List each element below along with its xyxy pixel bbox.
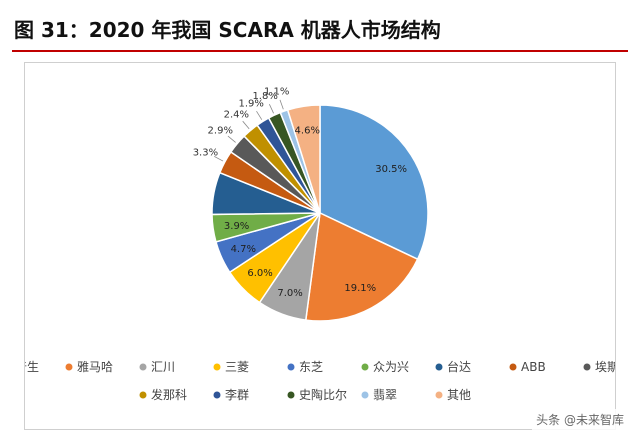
legend-label: 发那科 <box>151 387 187 402</box>
watermark: 头条 @未来智库 <box>532 409 628 430</box>
slice-value-label: 1.1% <box>264 86 289 97</box>
legend-marker <box>583 363 591 371</box>
slice-value-label: 3.3% <box>193 148 218 159</box>
legend-label: 汇川 <box>151 360 175 374</box>
slice-leader-line <box>227 135 236 143</box>
legend-label: 雅马哈 <box>77 359 113 374</box>
legend-marker <box>213 391 221 399</box>
slice-value-label: 4.7% <box>231 244 256 255</box>
pie-slice <box>319 104 429 261</box>
slice-value-label: 3.9% <box>224 221 249 232</box>
legend-label: 爱普生 <box>25 360 39 374</box>
pie-slice <box>304 211 419 322</box>
slice-value-label: 2.4% <box>224 110 249 121</box>
legend-label: 其他 <box>447 388 471 402</box>
legend-marker <box>139 363 147 371</box>
legend-marker <box>213 363 221 371</box>
slice-leader-line <box>269 104 274 114</box>
legend-marker <box>287 363 295 371</box>
legend-label: ABB <box>521 360 546 374</box>
slice-value-label: 1.9% <box>238 99 263 110</box>
legend-marker <box>361 363 369 371</box>
slice-value-label: 30.5% <box>375 164 407 175</box>
slice-value-label: 7.0% <box>277 288 302 299</box>
legend-marker <box>65 363 73 371</box>
pie-chart: 30.5%19.1%7.0%6.0%4.7%3.9%3.3%2.9%2.4%1.… <box>25 86 615 402</box>
legend-label: 众为兴 <box>373 360 409 374</box>
legend-label: 台达 <box>447 359 471 374</box>
slice-value-label: 19.1% <box>344 283 376 294</box>
legend-marker <box>435 391 443 399</box>
slice-value-label: 1.8% <box>252 91 277 102</box>
legend-label: 埃斯顿 <box>595 360 615 374</box>
title-divider <box>12 50 628 52</box>
legend-marker <box>139 391 147 399</box>
legend-marker <box>435 363 443 371</box>
slice-leader-line <box>256 110 263 120</box>
legend-marker <box>509 363 517 371</box>
slice-value-label: 4.6% <box>295 126 320 137</box>
slice-leader-line <box>214 155 224 162</box>
slice-leader-line <box>242 120 250 130</box>
chart-frame: 30.5% 19.1% 7.0% 6.0% 4.7% 3.9% 3.3% 2.9% 2.4% 1.… <box>24 62 616 430</box>
legend-label: 东芝 <box>299 359 323 374</box>
legend-label: 三菱 <box>225 360 249 374</box>
legend-marker <box>361 391 369 399</box>
figure-title: 图 31：2020 年我国 SCARA 机器人市场结构 <box>14 18 441 42</box>
legend-label: 翡翠 <box>373 388 397 402</box>
legend-marker <box>287 391 295 399</box>
legend-label: 史陶比尔 <box>299 387 347 402</box>
slice-value-label: 6.0% <box>247 268 272 279</box>
slice-value-label: 2.9% <box>208 126 233 137</box>
slice-leader-line <box>279 99 284 110</box>
pie-slice <box>286 104 321 214</box>
legend-label: 李群 <box>225 387 249 402</box>
